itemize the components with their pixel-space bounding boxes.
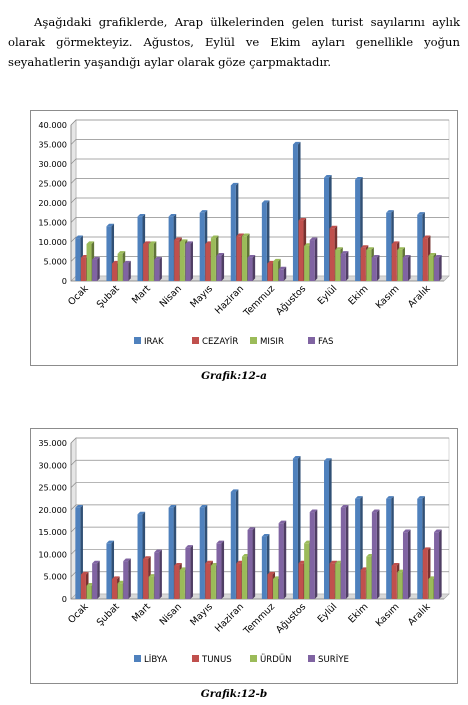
chart-a-legend-swatch — [192, 337, 199, 344]
chart-b-legend-swatch — [250, 655, 257, 662]
chart-a-bar — [185, 241, 193, 281]
chart-a-x-tick-label: Şubat — [95, 283, 122, 310]
chart-b-y-tick-label: 35.000 — [38, 438, 67, 448]
chart-a-gridline — [70, 139, 449, 145]
chart-a-bar — [123, 260, 131, 281]
chart-b-legend-label: ÜRDÜN — [260, 654, 292, 665]
chart-a-bar — [261, 200, 270, 281]
chart-b-caption: Grafik:12-b — [200, 688, 268, 700]
chart-b-x-tick-label: Şubat — [95, 601, 122, 628]
chart-a-y-tick-label: 10.000 — [38, 237, 67, 247]
chart-b-y-tick-label: 20.000 — [38, 505, 67, 515]
chart-a-x-tick-label: Mayıs — [188, 283, 215, 310]
chart-a-y-tick-label: 30.000 — [38, 159, 67, 169]
chart-b-frame: 0 5.000 10.000 15.000 20.000 25.000 30.000 35.0… — [30, 428, 458, 684]
chart-b-y-tick-label: 15.000 — [38, 527, 67, 537]
chart-b-y-tick-label: 25.000 — [38, 483, 67, 493]
chart-b-y-tick-label: 10.000 — [38, 549, 67, 559]
chart-a-x-tick-label: Ekim — [346, 283, 370, 307]
chart-a-y-tick-label: 20.000 — [38, 198, 67, 208]
chart-a-bar — [371, 255, 380, 281]
chart-a-bar — [216, 253, 225, 281]
chart-a-frame: 0 5.000 10.000 15.000 20.000 25.000 30.000 35.0… — [30, 110, 458, 366]
intro-paragraph: Aşağıdaki grafiklerde, Arap ülkelerinden… — [8, 12, 460, 72]
chart-b-legend-swatch — [192, 655, 199, 662]
chart-b-x-tick-label: Aralık — [406, 601, 433, 628]
chart-a: 0 5.000 10.000 15.000 20.000 25.000 30.000 35.0… — [38, 119, 450, 347]
chart-a-x-tick-label: Mart — [130, 283, 153, 306]
chart-b-bar — [434, 529, 442, 599]
chart-a-bar — [278, 266, 287, 281]
chart-b-bar — [92, 560, 100, 599]
chart-a-legend-swatch — [250, 337, 257, 344]
chart-b-bar — [278, 520, 287, 599]
intro-text: Aşağıdaki grafiklerde, Arap ülkelerinden… — [8, 15, 460, 69]
chart-b-legend-label: LİBYA — [144, 654, 167, 665]
chart-a-bar — [402, 255, 411, 281]
chart-a-legend-swatch — [308, 337, 315, 344]
chart-b: 0 5.000 10.000 15.000 20.000 25.000 30.000 35.0… — [38, 437, 450, 665]
chart-b-bar — [216, 540, 225, 599]
chart-b-bar — [371, 509, 380, 599]
chart-b-y-tick-label: 0 — [62, 594, 67, 604]
chart-a-bar — [309, 237, 318, 281]
chart-a-y-tick-label: 25.000 — [38, 179, 67, 189]
chart-b-x-tick-label: Ekim — [346, 601, 370, 625]
chart-b-x-tick-label: Ağustos — [274, 601, 308, 635]
chart-a-caption: Grafik:12-a — [201, 370, 267, 382]
chart-a-x-tick-label: Ocak — [66, 283, 91, 308]
chart-b-x-tick-label: Nisan — [158, 601, 184, 627]
chart-a-bar — [92, 256, 100, 281]
chart-a-bar — [247, 255, 256, 281]
chart-a-bar — [340, 251, 349, 281]
chart-b-bar — [340, 505, 349, 599]
chart-a-legend-label: MISIR — [260, 337, 284, 347]
chart-b-bar — [309, 509, 318, 599]
chart-b-bar — [154, 549, 162, 599]
chart-b-bar — [247, 527, 256, 599]
chart-a-y-tick-label: 5.000 — [44, 257, 67, 267]
chart-b-side-wall — [70, 437, 77, 600]
chart-b-legend-swatch — [308, 655, 315, 662]
chart-b-bar — [402, 529, 411, 599]
chart-a-x-tick-label: Aralık — [406, 283, 433, 310]
chart-a-y-tick-label: 40.000 — [38, 120, 67, 130]
chart-b-bar — [123, 558, 131, 599]
chart-a-legend-swatch — [134, 337, 141, 344]
chart-a-y-tick-label: 15.000 — [38, 218, 67, 228]
chart-a-gridline — [70, 158, 449, 165]
chart-a-gridline — [70, 119, 449, 126]
chart-b-bar — [185, 545, 193, 599]
chart-a-x-tick-label: Kasım — [374, 283, 402, 311]
chart-a-x-tick-label: Temmuz — [241, 283, 277, 319]
chart-a-y-tick-label: 0 — [62, 276, 67, 286]
chart-b-legend-label: SURİYE — [318, 654, 349, 665]
chart-b-x-tick-label: Ocak — [66, 601, 91, 626]
chart-b-y-tick-label: 5.000 — [44, 572, 67, 582]
chart-a-y-tick-label: 35.000 — [38, 140, 67, 150]
chart-a-x-tick-label: Ağustos — [274, 283, 308, 317]
chart-a-legend-label: IRAK — [144, 337, 164, 347]
chart-a-x-tick-label: Eylül — [316, 283, 340, 307]
chart-b-x-tick-label: Kasım — [374, 601, 402, 629]
chart-a-legend-label: FAS — [318, 337, 334, 347]
chart-b-x-tick-label: Eylül — [316, 601, 340, 625]
chart-a-bar — [154, 256, 162, 281]
chart-b-x-tick-label: Mart — [130, 601, 153, 624]
chart-b-legend-swatch — [134, 655, 141, 662]
chart-a-bar — [434, 255, 442, 281]
chart-b-gridline — [70, 437, 449, 444]
chart-b-y-tick-label: 30.000 — [38, 460, 67, 470]
chart-b-x-tick-label: Temmuz — [241, 601, 277, 637]
chart-a-x-tick-label: Nisan — [158, 283, 184, 309]
chart-b-x-tick-label: Mayıs — [188, 601, 215, 628]
chart-b-legend-label: TUNUS — [201, 655, 232, 665]
chart-a-legend-label: CEZAYİR — [202, 336, 238, 347]
